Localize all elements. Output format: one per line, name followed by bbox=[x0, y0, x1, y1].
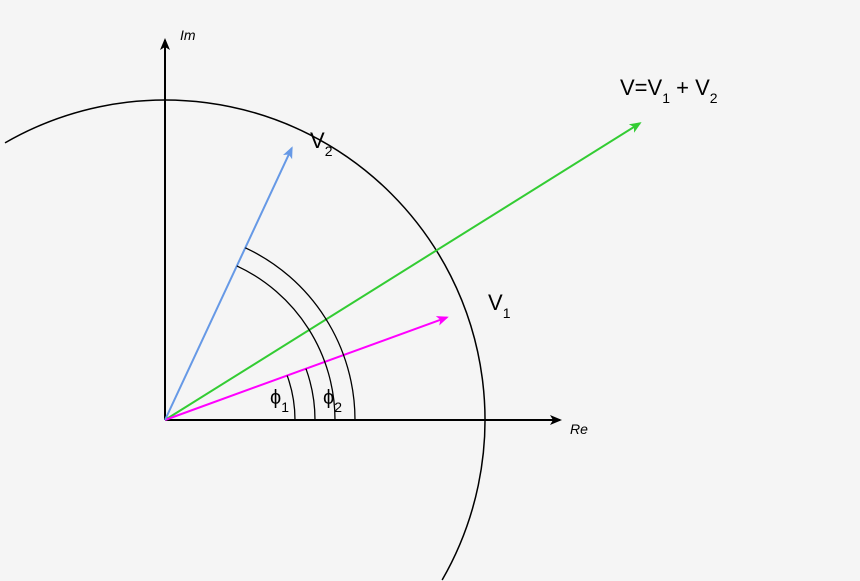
phasor-diagram: ImReV1V2V=V1 + V2ϕ1ϕ2 bbox=[0, 0, 860, 581]
background bbox=[0, 0, 860, 581]
real-axis-label: Re bbox=[570, 421, 588, 437]
imaginary-axis-label: Im bbox=[180, 27, 196, 43]
